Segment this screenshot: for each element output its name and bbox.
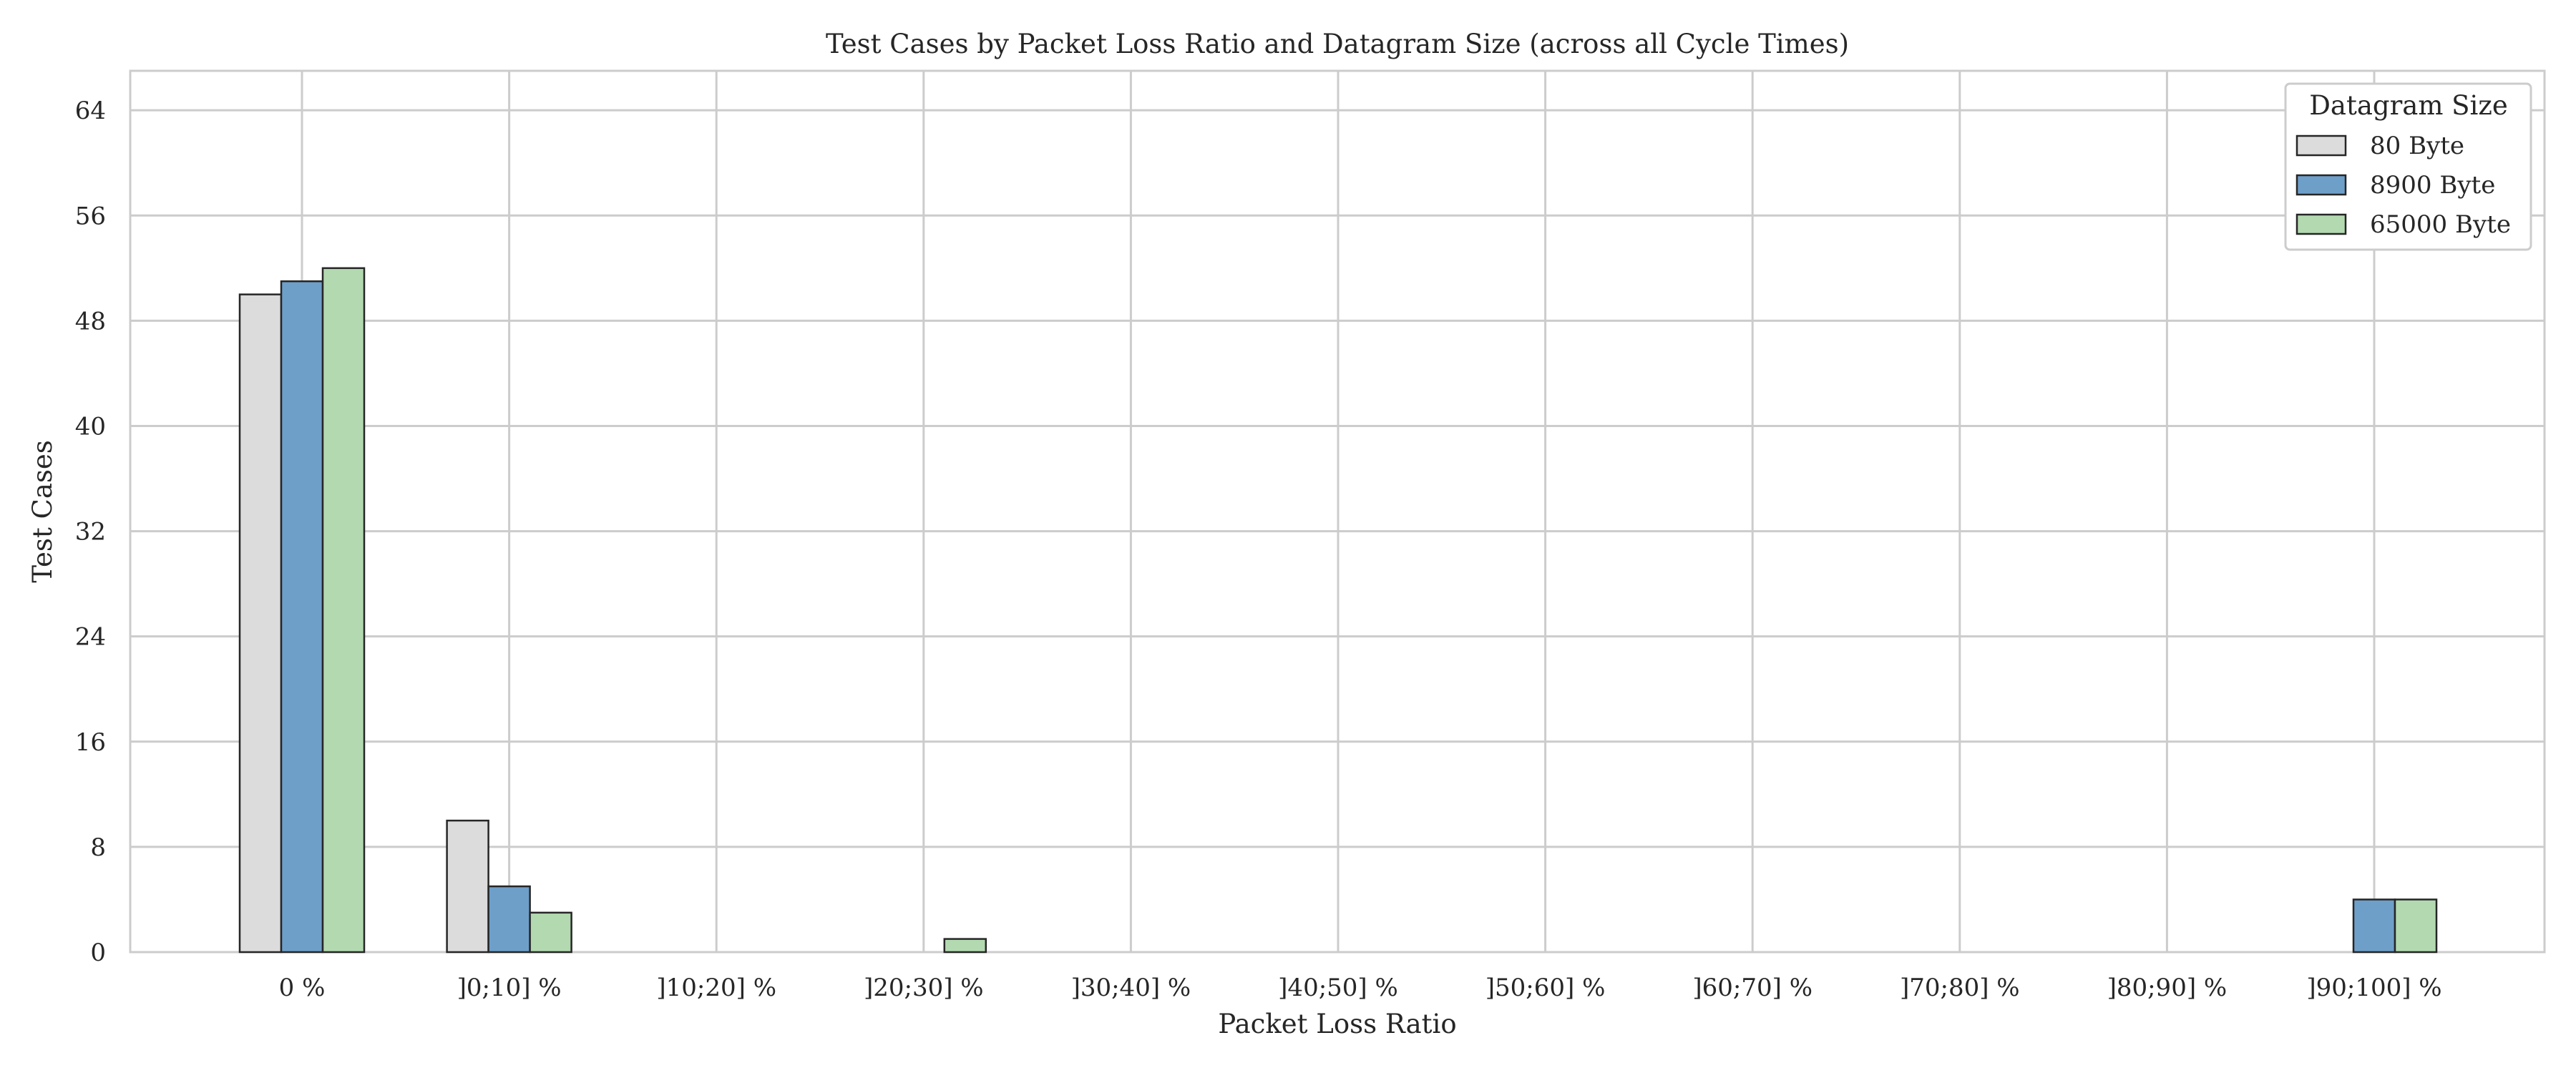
legend-entries: 80 Byte 8900 Byte 65000 Byte [2296, 132, 2511, 239]
x-tick-label: ]10;20] % [656, 974, 776, 1002]
y-tick-label: 24 [75, 623, 106, 652]
bar-65000-byte [943, 938, 987, 954]
legend-title: Datagram Size [2309, 90, 2508, 121]
x-tick-label: 0 % [279, 974, 326, 1002]
legend-swatch [2296, 134, 2347, 157]
x-tick-label: ]90;100] % [2306, 974, 2441, 1002]
legend-box [2284, 82, 2532, 251]
legend: Datagram Size 80 Byte 8900 Byte 65000 Byte [2284, 82, 2532, 251]
plot-frame [129, 69, 2546, 954]
y-tick-label: 0 [90, 939, 106, 967]
legend-entry-label: 8900 Byte [2370, 171, 2495, 200]
chart-title: Test Cases by Packet Loss Ratio and Data… [826, 29, 1849, 59]
x-tick-label: ]0;10] % [457, 974, 562, 1002]
tick-labels: 0 8 16 24 32 40 48 56 64 0 % ]0;10] % ]10;20] % ]20;… [75, 97, 2442, 1002]
y-tick-label: 64 [75, 97, 106, 125]
x-tick-label: ]70;80] % [1900, 974, 2020, 1002]
bar-80-byte [238, 293, 283, 954]
legend-entry-label: 80 Byte [2370, 132, 2464, 160]
bar-65000-byte [321, 267, 366, 954]
y-tick-label: 32 [75, 518, 106, 547]
bar-65000-byte [529, 911, 572, 954]
x-tick-label: ]50;60] % [1485, 974, 1606, 1002]
x-tick-label: ]80;90] % [2107, 974, 2228, 1002]
y-tick-label: 48 [75, 307, 106, 335]
bar-8900-byte [280, 280, 324, 954]
bar-80-byte [446, 819, 489, 954]
bar-8900-byte [2352, 898, 2396, 954]
x-tick-label: ]30;40] % [1071, 974, 1191, 1002]
x-tick-label: ]40;50] % [1278, 974, 1398, 1002]
bar-8900-byte [487, 885, 531, 954]
y-tick-label: 16 [75, 728, 106, 757]
x-tick-label: ]60;70] % [1692, 974, 1813, 1002]
bar-65000-byte [2394, 898, 2438, 954]
legend-swatch [2296, 174, 2347, 196]
y-axis-label: Test Cases [27, 440, 58, 583]
x-tick-label: ]20;30] % [864, 974, 984, 1002]
y-tick-label: 8 [90, 833, 106, 862]
legend-entry-label: 65000 Byte [2370, 210, 2511, 239]
bars [238, 267, 2438, 954]
x-axis-label: Packet Loss Ratio [1218, 1009, 1456, 1039]
y-tick-label: 56 [75, 202, 106, 230]
legend-swatch [2296, 213, 2347, 235]
grid-lines [130, 71, 2545, 954]
y-tick-label: 40 [75, 412, 106, 441]
